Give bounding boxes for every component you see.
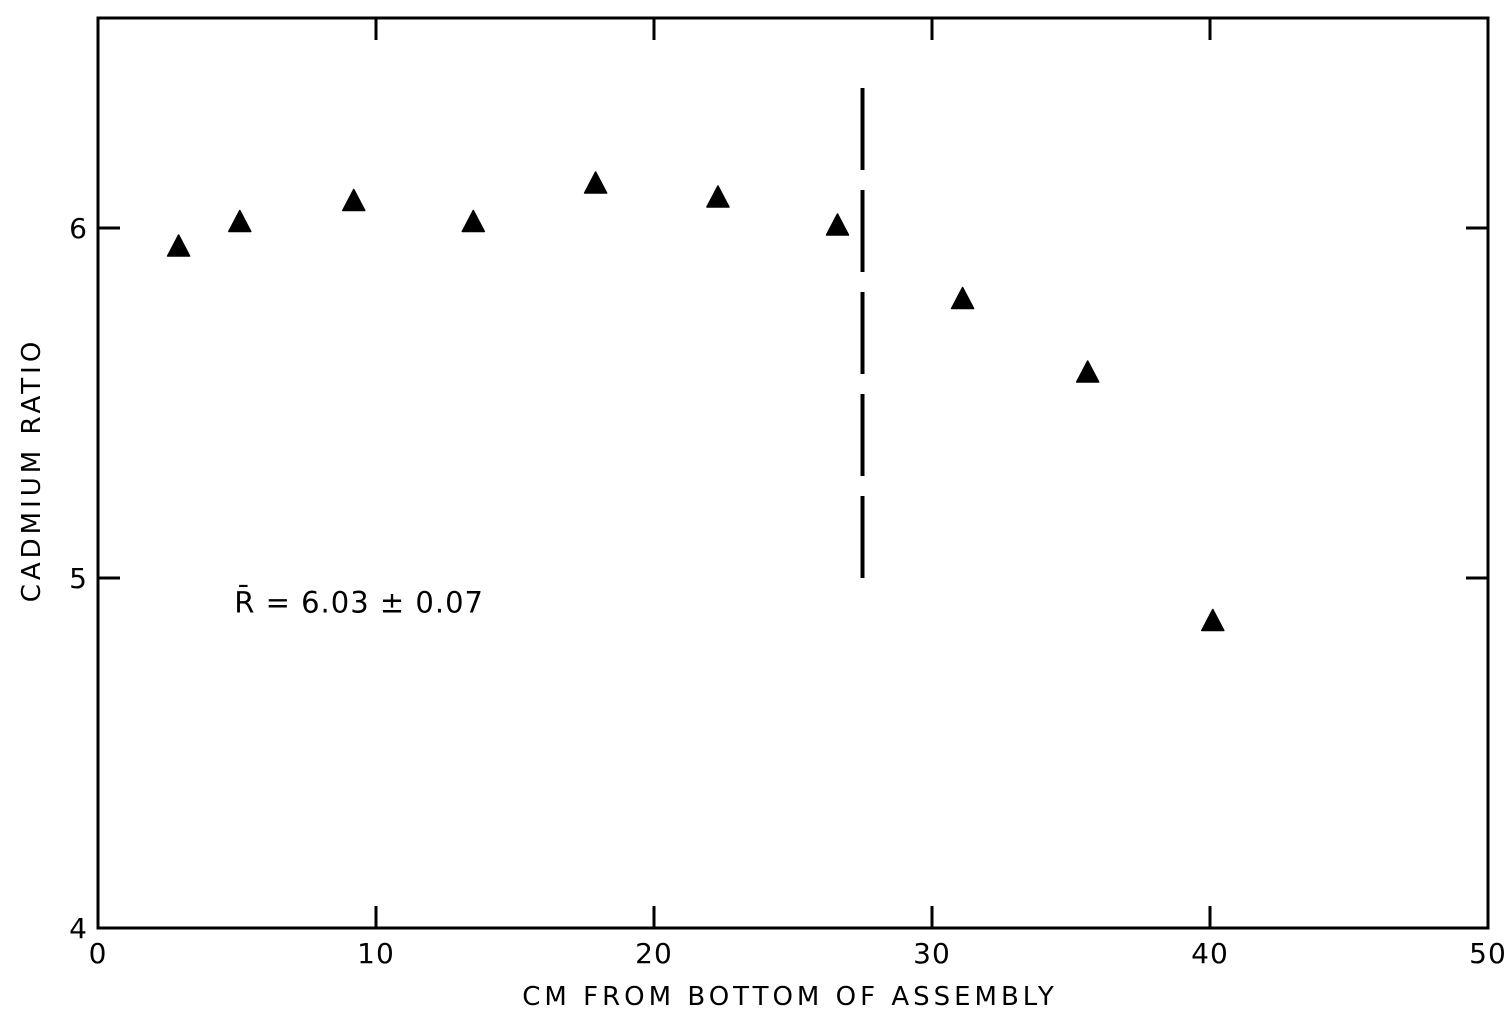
y-tick-labels: 4 5 6 [69,212,88,945]
x-tick-label: 10 [357,937,395,970]
data-point-triangle [228,209,252,233]
data-point-triangle [1201,608,1225,632]
y-axis-title: CADMIUM RATIO [17,338,47,603]
tick-marks [98,18,1488,928]
data-point-triangle [461,209,486,233]
y-tick-label: 6 [69,212,88,245]
x-tick-label: 50 [1469,937,1507,970]
data-point-triangle [950,286,975,310]
data-point-triangle [583,171,608,194]
x-tick-label: 30 [913,937,951,970]
data-points [166,171,1225,632]
y-tick-label: 5 [69,562,88,595]
data-point-triangle [825,213,850,236]
plot-frame [96,16,1490,930]
data-point-triangle [1075,360,1100,383]
data-point-triangle [166,234,191,257]
x-axis-title: CM FROM BOTTOM OF ASSEMBLY [522,982,1057,1012]
data-point-triangle [342,188,366,212]
x-tick-label: 0 [89,937,108,970]
data-point-triangle [706,185,730,208]
mean-annotation: R̄ = 6.03 ± 0.07 [234,585,484,619]
y-tick-label: 4 [69,912,88,945]
x-tick-label: 40 [1191,937,1229,970]
x-tick-labels: 0 10 20 30 40 50 [89,937,1507,970]
x-tick-label: 20 [635,937,673,970]
